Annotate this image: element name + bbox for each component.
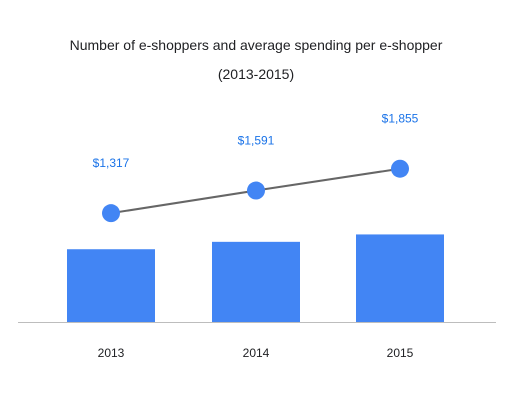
line-point-2013 bbox=[102, 204, 120, 223]
x-tick-label: 2015 bbox=[387, 346, 414, 360]
chart-subtitle: (2013-2015) bbox=[217, 66, 295, 82]
line-point-2015 bbox=[391, 159, 409, 178]
bar-2013 bbox=[67, 249, 155, 322]
line-point-2014 bbox=[247, 181, 265, 200]
bar-2015 bbox=[356, 234, 444, 322]
chart-title: Number of e-shoppers and average spendin… bbox=[69, 37, 443, 53]
bar-2014 bbox=[212, 241, 300, 322]
data-label-2015: $1,855 bbox=[382, 112, 419, 126]
x-tick-label: 2014 bbox=[243, 346, 270, 360]
x-tick-label: 2013 bbox=[98, 346, 125, 360]
data-label-2013: $1,317 bbox=[93, 156, 130, 170]
data-label-2014: $1,591 bbox=[238, 134, 275, 148]
